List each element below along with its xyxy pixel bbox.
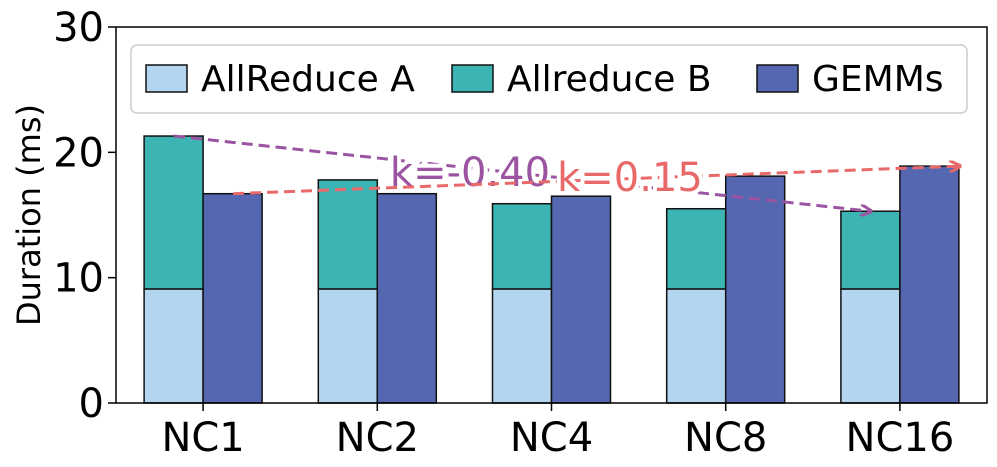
x-tick-label: NC1 [161,415,244,461]
bar-allreduce-a-nc2 [317,288,379,404]
y-axis-title: Duration (ms) [10,104,48,326]
x-tick-label: NC4 [510,415,593,461]
bar-allreduce-b-nc1 [143,135,204,290]
bar-allreduce-b-nc4 [491,202,553,290]
bar-allreduce-b-nc16 [840,210,901,290]
bar-allreduce-a-nc16 [840,288,901,404]
legend-box [130,44,968,114]
y-tick-label: 10 [53,256,104,302]
bar-gemms-nc16 [899,165,960,404]
bar-gemms-nc4 [550,195,612,404]
bar-allreduce-a-nc4 [491,288,553,404]
annotation-label-1: k=-0.40 [390,150,550,196]
x-tick-label: NC2 [336,415,419,461]
bar-allreduce-b-nc8 [665,207,727,290]
annotation-label-halo-1: k=-0.40 [390,150,550,196]
annotation-label-halo-2: k=0.15 [557,155,703,201]
y-tick-label: 0 [79,381,104,427]
bar-allreduce-a-nc1 [143,288,204,404]
bar-allreduce-a-nc8 [665,288,727,404]
bar-gemms-nc1 [202,192,263,404]
y-tick-label: 20 [53,130,104,176]
x-tick-label: NC16 [846,415,955,461]
bars-layer [143,135,960,404]
legend-swatch-3 [756,64,799,93]
legend-swatch-2 [451,64,494,93]
annotation-arrow-1 [173,134,870,211]
legend-swatch-1 [145,64,188,93]
bar-gemms-nc2 [376,192,438,404]
annotations-layer: k=-0.40k=-0.40 k=0.15k=0.15 [173,134,959,211]
legend-label-2: Allreduce B [507,59,712,100]
legend-label-3: GEMMs [812,59,944,100]
y-tick-label: 30 [53,5,104,51]
axes-layer: 0 10 20 30 NC1 NC2 NC4 NC8 NC16 Duration (ms) [10,5,988,461]
annotation-label-2: k=0.15 [557,155,703,201]
bar-gemms-nc8 [724,175,786,404]
annotation-arrow-2 [233,166,959,196]
bar-allreduce-b-nc2 [317,179,379,290]
legend-label-1: AllReduce A [201,59,415,100]
x-tick-label: NC8 [684,415,767,461]
legend: AllReduce A Allreduce B GEMMs [130,44,968,114]
